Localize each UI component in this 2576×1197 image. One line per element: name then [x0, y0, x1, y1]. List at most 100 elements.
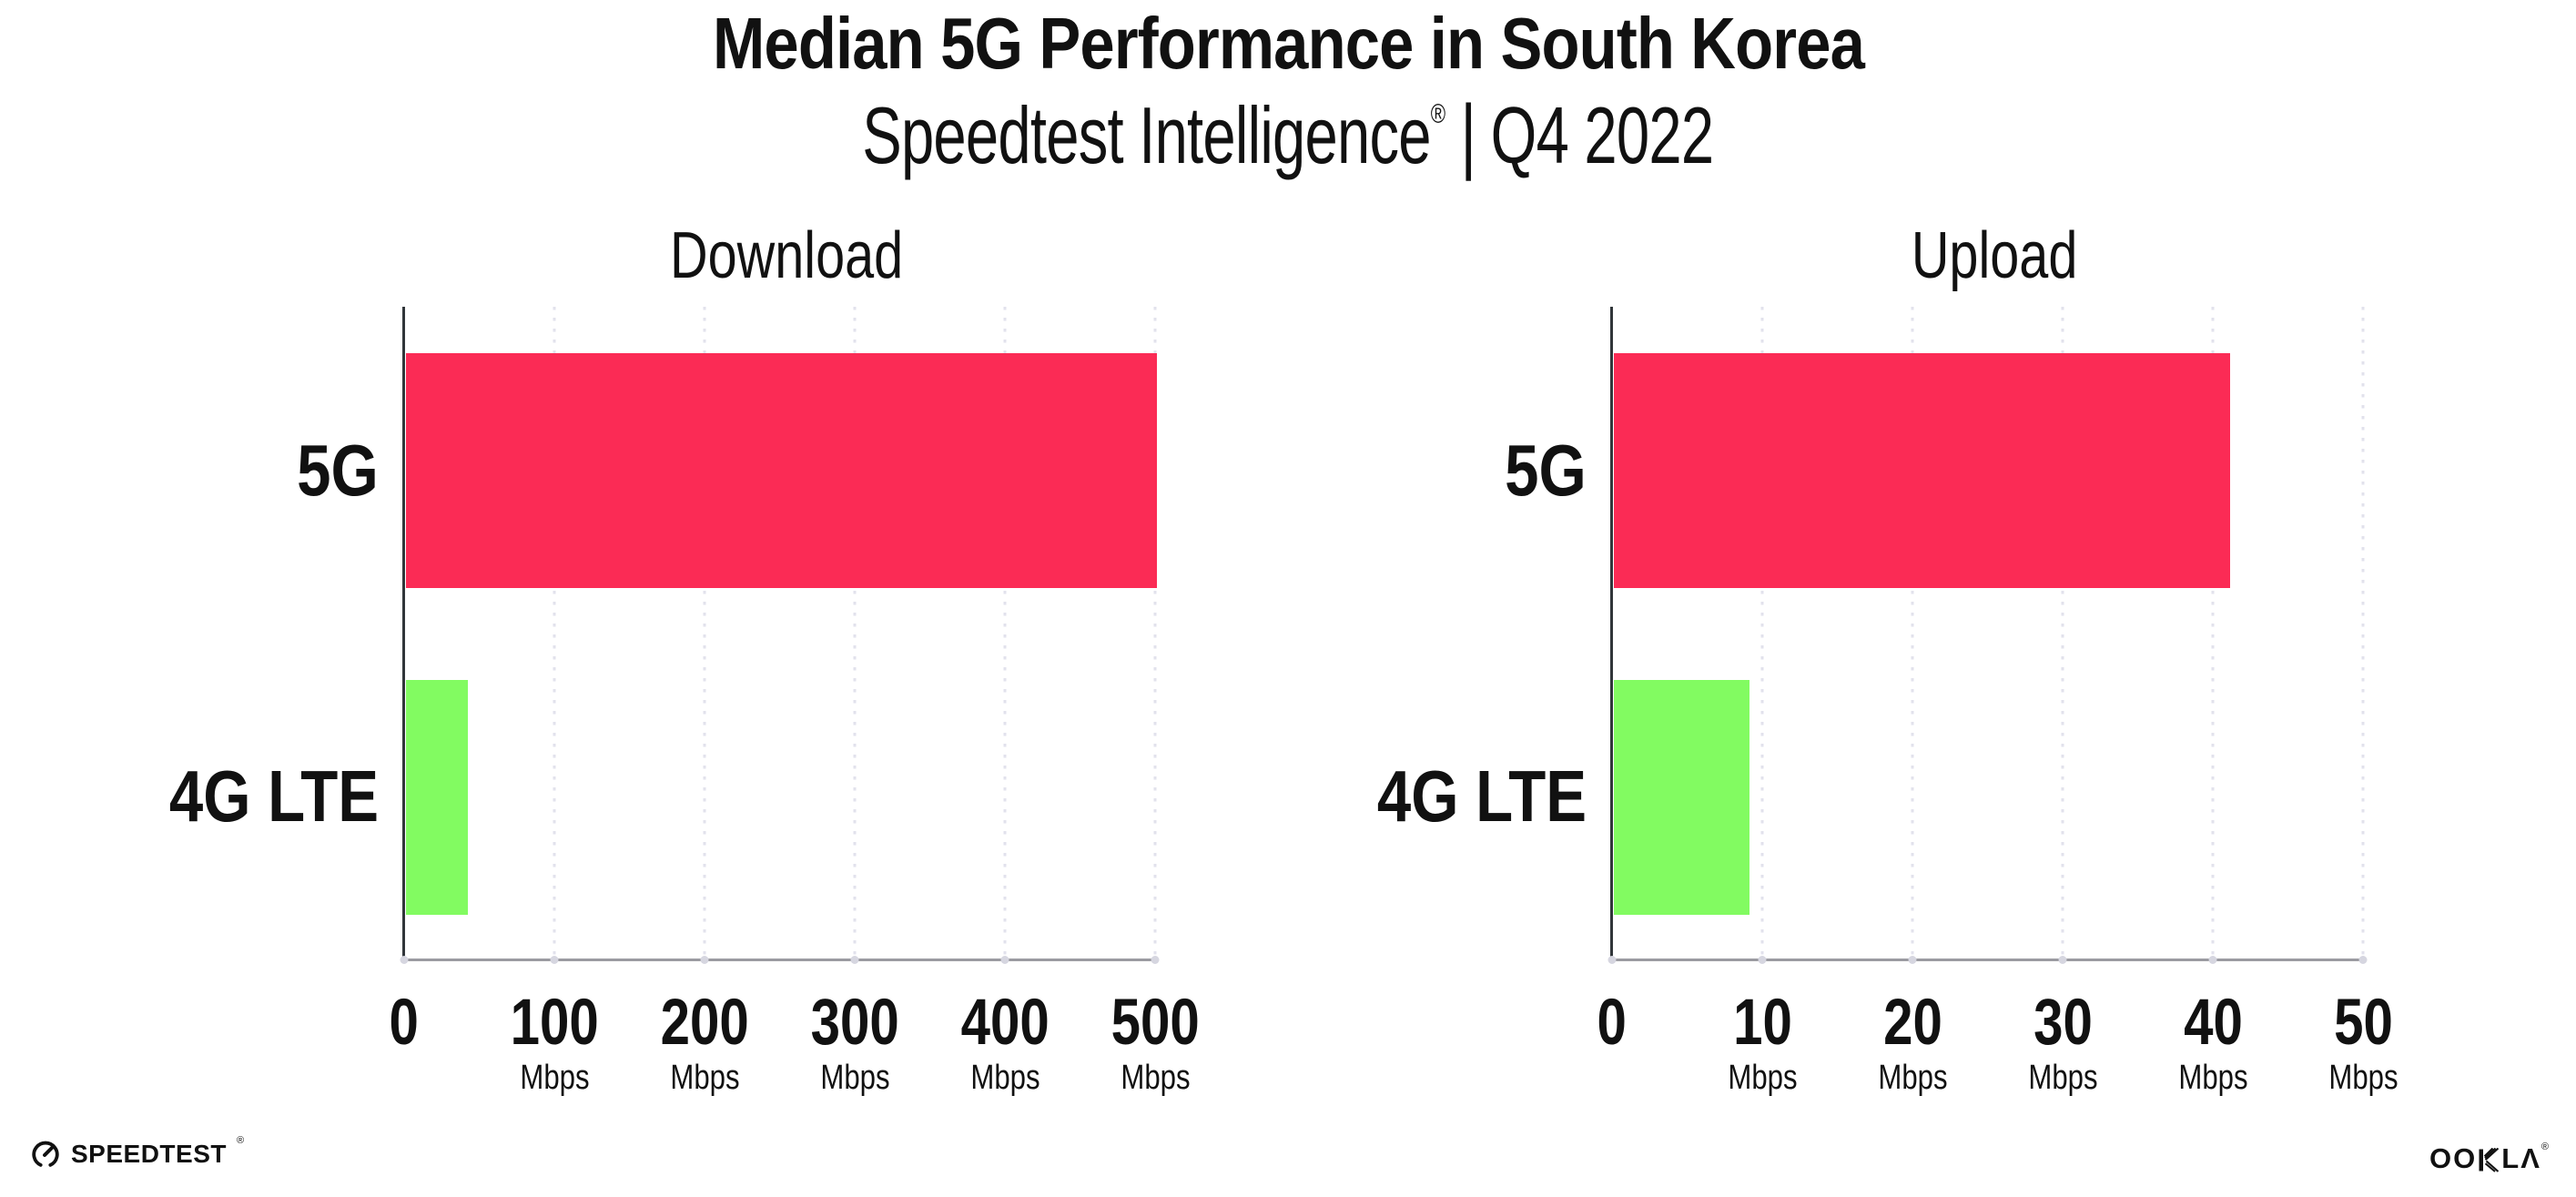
gridline [553, 307, 556, 959]
x-tick-label: 100 Mbps [436, 990, 673, 1098]
chart-title-text: Download [669, 219, 904, 292]
category-label-text: 5G [1505, 429, 1587, 511]
axis-tick-dot [400, 956, 409, 964]
x-tick-value: 50 [2245, 990, 2481, 1055]
bar-4g-lte [406, 679, 468, 915]
x-tick-value-text: 200 [660, 987, 749, 1059]
x-tick-value-text: 300 [810, 987, 899, 1059]
speedtest-wordmark: SPEEDTEST [71, 1140, 227, 1168]
x-tick-unit: Mbps [1644, 1059, 1881, 1098]
chart-title-text: Upload [1911, 219, 2078, 292]
x-tick-value: 0 [1494, 990, 1730, 1055]
upload-chart: Upload 5G 4G LTE 0 10 Mbps 20 Mbps 30 Mbps 40 Mbps 5… [1303, 205, 2398, 1101]
x-tick-label: 500 Mbps [1037, 990, 1273, 1098]
x-tick-unit-text: Mbps [819, 1059, 890, 1097]
category-label-text: 4G LTE [168, 756, 379, 837]
x-tick-value-text: 0 [389, 987, 420, 1059]
y-axis-line [1610, 307, 1613, 961]
x-tick-unit-text: Mbps [969, 1059, 1040, 1097]
page-subtitle-text: Speedtest Intelligence® | Q4 2022 [862, 88, 1714, 181]
bar-4g-lte [1614, 679, 1749, 915]
x-tick-label: 50 Mbps [2245, 990, 2481, 1098]
category-label-4g-lte: 4G LTE [1303, 634, 1587, 960]
subtitle-separator: | [1460, 88, 1477, 181]
x-tick-unit-text: Mbps [2027, 1059, 2098, 1097]
x-tick-value-text: 20 [1882, 987, 1942, 1059]
x-tick-label: 0 [1494, 990, 1730, 1055]
x-tick-label: 10 Mbps [1644, 990, 1881, 1098]
gridline [1153, 307, 1157, 959]
upload-plot-area [1607, 307, 2377, 964]
subtitle-period: Q4 2022 [1490, 90, 1714, 180]
gridline [853, 307, 857, 959]
chart-title: Upload [1612, 223, 2377, 289]
x-tick-value-text: 40 [2183, 987, 2243, 1059]
gridline [2061, 307, 2064, 959]
ookla-registered-icon: ® [2541, 1141, 2549, 1152]
x-tick-unit-text: Mbps [669, 1059, 740, 1097]
gridline [1003, 307, 1007, 959]
x-tick-value-text: 100 [510, 987, 599, 1059]
x-tick-unit-text: Mbps [2177, 1059, 2248, 1097]
x-tick-unit: Mbps [436, 1059, 673, 1098]
x-tick-unit-text: Mbps [2328, 1059, 2399, 1097]
x-tick-value-text: 30 [2033, 987, 2093, 1059]
x-tick-value: 100 [436, 990, 673, 1055]
registered-trademark-icon: ® [1430, 99, 1446, 129]
download-chart: Download 5G 4G LTE 0 100 Mbps 200 Mbps 300 Mbps 40… [95, 205, 1200, 1101]
x-axis-line [404, 959, 1158, 961]
x-tick-value-text: 500 [1111, 987, 1200, 1059]
axis-tick-dot [850, 956, 859, 964]
x-tick-value: 0 [286, 990, 522, 1055]
x-tick-label: 200 Mbps [586, 990, 823, 1098]
page-title: Median 5G Performance in South Korea [0, 5, 2576, 82]
x-tick-value: 300 [736, 990, 973, 1055]
x-tick-label: 0 [286, 990, 522, 1055]
x-tick-value: 20 [1794, 990, 2031, 1055]
x-tick-label: 400 Mbps [887, 990, 1123, 1098]
speedtest-registered-icon: ® [236, 1135, 245, 1146]
category-label-4g-lte: 4G LTE [95, 634, 379, 960]
axis-tick-dot [1758, 956, 1767, 964]
x-tick-value: 40 [2094, 990, 2331, 1055]
x-tick-unit: Mbps [1037, 1059, 1273, 1098]
x-tick-unit-text: Mbps [1727, 1059, 1798, 1097]
page-title-text: Median 5G Performance in South Korea [712, 3, 1864, 84]
x-tick-unit: Mbps [1944, 1059, 2181, 1098]
x-tick-unit: Mbps [586, 1059, 823, 1098]
x-tick-unit: Mbps [1794, 1059, 2031, 1098]
category-label-5g: 5G [95, 307, 379, 634]
page-subtitle: Speedtest Intelligence® | Q4 2022 [0, 91, 2576, 179]
x-tick-unit: Mbps [736, 1059, 973, 1098]
x-axis-line [1612, 959, 2366, 961]
x-tick-unit: Mbps [2094, 1059, 2331, 1098]
x-tick-label: 30 Mbps [1944, 990, 2181, 1098]
axis-tick-dot [2358, 956, 2368, 964]
axis-tick-dot [700, 956, 709, 964]
bar-5g [406, 353, 1157, 588]
x-tick-value-text: 400 [960, 987, 1050, 1059]
subtitle-brand: Speedtest Intelligence [862, 90, 1431, 180]
download-plot-area [400, 307, 1169, 964]
speedtest-logo: SPEEDTEST ® [30, 1133, 244, 1175]
axis-tick-dot [1000, 956, 1009, 964]
ookla-wordmark-l: L [2501, 1142, 2521, 1174]
x-tick-label: 300 Mbps [736, 990, 973, 1098]
ookla-wordmark-oo: OO [2429, 1142, 2478, 1174]
x-tick-unit-text: Mbps [519, 1059, 590, 1097]
x-tick-value: 500 [1037, 990, 1273, 1055]
x-tick-label: 40 Mbps [2094, 990, 2331, 1098]
ookla-logo: OO L Λ ® [2429, 1140, 2549, 1172]
x-tick-value: 30 [1944, 990, 2181, 1055]
axis-tick-dot [2058, 956, 2067, 964]
gridline [2361, 307, 2365, 959]
x-tick-value-text: 50 [2333, 987, 2393, 1059]
category-label-5g: 5G [1303, 307, 1587, 634]
x-tick-label: 20 Mbps [1794, 990, 2031, 1098]
category-label-text: 5G [297, 429, 379, 511]
x-tick-value: 10 [1644, 990, 1881, 1055]
x-tick-unit: Mbps [2245, 1059, 2481, 1098]
x-tick-value-text: 10 [1732, 987, 1792, 1059]
x-tick-unit-text: Mbps [1120, 1059, 1191, 1097]
axis-tick-dot [550, 956, 559, 964]
